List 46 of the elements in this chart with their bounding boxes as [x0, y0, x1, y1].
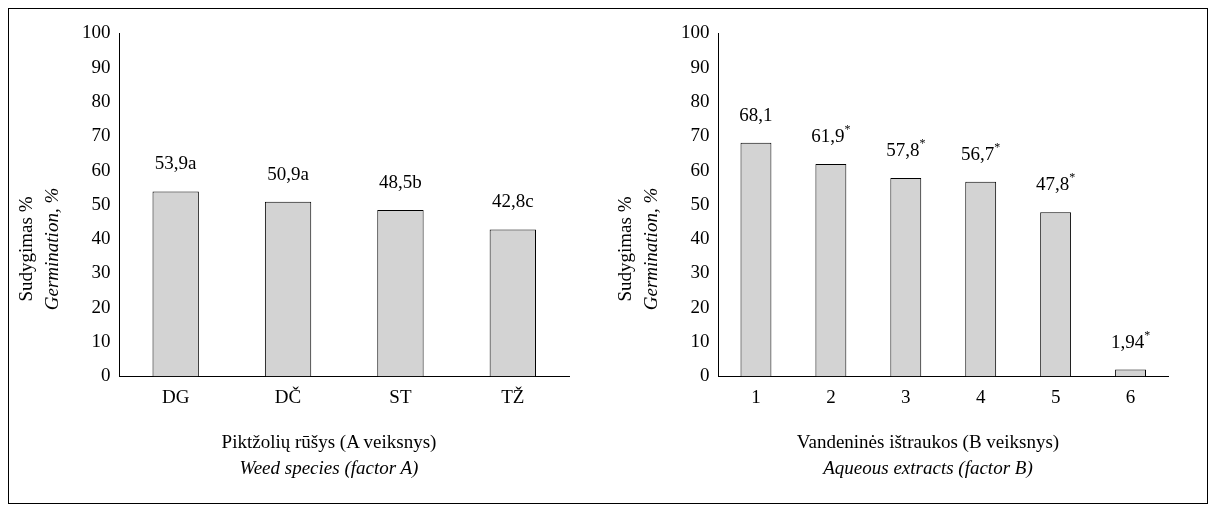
x-tick-label: ST [389, 385, 412, 407]
x-tick-label: 3 [901, 385, 911, 407]
data-label: 56,7* [961, 139, 1001, 164]
y-tick-label: 80 [91, 89, 111, 111]
y-tick-label: 100 [681, 21, 710, 43]
y-tick-label: 0 [700, 364, 710, 386]
data-label: 47,8* [1036, 170, 1076, 195]
y-tick-label: 60 [690, 158, 710, 180]
x-tick-label: 6 [1125, 385, 1136, 407]
x-tick-label: DČ [274, 385, 302, 407]
x-tick-label: 1 [751, 385, 761, 407]
x-tick-label: 4 [975, 385, 986, 407]
x-axis-title: Vandeninės ištraukos (B veiksnys) Aqueous extracts (factor B) [795, 430, 1061, 480]
y-tick-label: 70 [91, 124, 111, 146]
data-label: 48,5b [379, 170, 422, 192]
y-tick-label: 30 [690, 261, 710, 283]
y-tick-label: 0 [101, 364, 111, 386]
x-axis-title: Piktžolių rūšys (A veiksnys) Weed species (factor A) [220, 430, 438, 480]
y-tick-label: 70 [690, 124, 710, 146]
y-tick-label: 90 [690, 55, 710, 77]
x-tick-label: 2 [826, 385, 836, 407]
x-tick-label: DG [161, 385, 190, 407]
data-label: 61,9* [811, 122, 851, 147]
data-label: 57,8* [886, 136, 926, 161]
x-tick-label: TŽ [501, 385, 525, 407]
y-tick-label: 100 [82, 21, 111, 43]
data-label: 53,9a [154, 152, 198, 174]
y-tick-label: 10 [690, 329, 710, 351]
y-tick-label: 60 [91, 158, 111, 180]
y-tick-label: 30 [91, 261, 111, 283]
y-axis-title: Sudygimas % Germination, % [14, 186, 63, 313]
y-tick-label: 50 [91, 192, 111, 214]
x-tick-label: 5 [1050, 385, 1061, 407]
data-label: 68,1 [739, 103, 773, 125]
y-tick-label: 40 [91, 227, 111, 249]
y-tick-label: 50 [690, 192, 710, 214]
data-label: 42,8c [491, 190, 534, 212]
y-tick-label: 80 [690, 89, 710, 111]
y-tick-label: 20 [91, 295, 111, 317]
data-label: 50,9a [267, 162, 310, 184]
y-tick-label: 10 [91, 329, 111, 351]
data-label: 1,94* [1110, 327, 1151, 352]
y-tick-label: 90 [91, 55, 111, 77]
y-axis-title: Sudygimas % Germination, % [613, 186, 662, 313]
y-tick-label: 20 [690, 295, 710, 317]
y-tick-label: 40 [690, 227, 710, 249]
